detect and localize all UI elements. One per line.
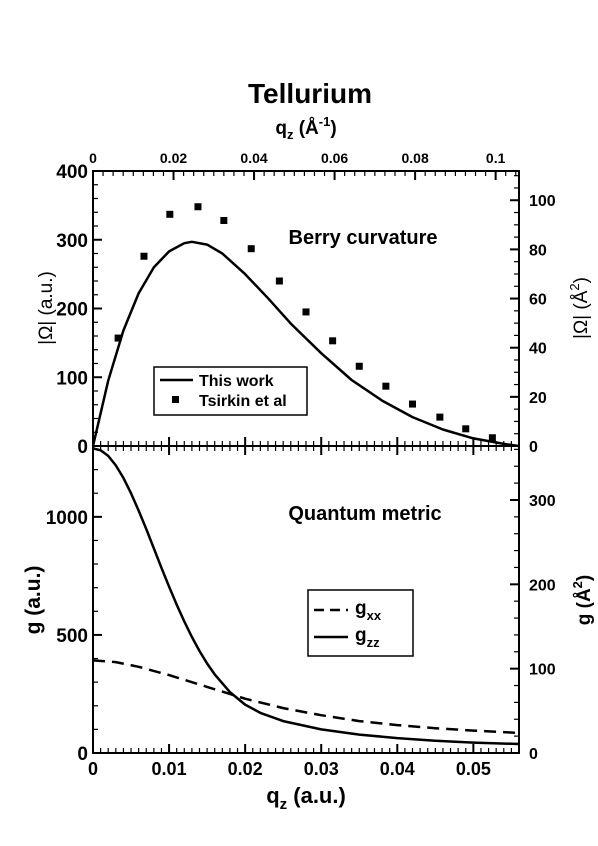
tsirkin-data-point <box>140 252 148 260</box>
top-panel-title: Berry curvature <box>289 227 438 249</box>
top-left-axis-ticks: 0 100 200 300 400 <box>56 162 102 458</box>
tsirkin-data-point <box>462 425 470 433</box>
bottom-left-axis-label: g (a.u.) <box>22 566 45 635</box>
tsirkin-data-point <box>488 434 496 442</box>
bottom-right-tick-label: 0 <box>529 746 538 763</box>
bottom-legend-box <box>307 589 414 657</box>
bottom-right-axis-ticks: 0 100 200 300 <box>510 448 556 763</box>
top-axis-ticks: 0 0.02 0.04 0.06 0.08 0.1 <box>89 150 517 180</box>
top-right-tick-label: 100 <box>529 193 556 210</box>
top-left-tick-label: 400 <box>56 162 88 183</box>
top-left-tick-label: 200 <box>56 300 88 321</box>
top-left-tick-label: 0 <box>77 437 88 458</box>
tsirkin-data-point <box>275 277 283 285</box>
top-axis-tick-label: 0.02 <box>160 150 187 166</box>
top-left-tick-label: 300 <box>56 231 88 252</box>
top-right-tick-label: 40 <box>529 341 547 358</box>
bottom-right-tick-label: 100 <box>529 662 556 679</box>
legend-gzz-label: gzz <box>355 625 380 650</box>
tsirkin-data-point <box>302 308 310 316</box>
legend-tsirkin-label: Tsirkin et al <box>199 393 287 410</box>
bottom-panel-title: Quantum metric <box>288 503 441 525</box>
top-right-axis-label: |Ω| (Å2) <box>567 277 592 339</box>
bottom-x-axis-ticks: 0 0.01 0.02 0.03 0.04 0.05 <box>88 446 520 779</box>
series-gzz-line <box>92 447 520 746</box>
top-right-axis-ticks: 0 20 40 60 80 100 <box>510 175 556 456</box>
top-left-axis-label: |Ω| (a.u.) <box>36 271 57 345</box>
quantum-metric-panel: 0 0.01 0.02 0.03 0.04 0.05 0 500 1000 0 100 200 30… <box>22 445 595 813</box>
bottom-left-axis-ticks: 0 500 1000 <box>46 445 102 765</box>
tsirkin-data-point <box>382 382 390 390</box>
bottom-x-tick-label: 0 <box>88 759 98 779</box>
bottom-x-tick-label: 0.03 <box>304 759 339 779</box>
bottom-left-tick-label: 1000 <box>46 508 88 529</box>
bottom-x-tick-label: 0.02 <box>228 759 263 779</box>
top-axis-label: qz (Å-1) <box>275 114 336 142</box>
tsirkin-data-point <box>436 413 444 421</box>
bottom-panel-frame <box>92 445 520 754</box>
top-axis-tick-label: 0.08 <box>401 150 428 166</box>
berry-curvature-panel: 0 0.02 0.04 0.06 0.08 0.1 0 100 200 300 400 0 20 40… <box>36 114 592 458</box>
tsirkin-data-point <box>194 203 202 211</box>
series-this-work-line <box>91 240 520 448</box>
bottom-left-tick-label: 500 <box>56 626 88 647</box>
tsirkin-data-point <box>114 334 122 342</box>
top-axis-tick-label: 0.04 <box>240 150 267 166</box>
tsirkin-data-point <box>166 210 174 218</box>
tsirkin-data-point <box>220 217 228 224</box>
top-axis-tick-label: 0.06 <box>321 150 348 166</box>
tsirkin-data-point <box>247 245 255 253</box>
bottom-left-tick-label: 0 <box>77 744 88 765</box>
top-axis-tick-label: 0.1 <box>486 150 506 166</box>
bottom-x-axis-label: qz (a.u.) <box>266 783 346 813</box>
top-right-tick-label: 60 <box>529 292 547 309</box>
top-right-tick-label: 0 <box>529 439 538 456</box>
top-legend-box <box>153 366 308 416</box>
bottom-legend: gxx gzz <box>307 589 414 657</box>
legend-this-work-label: This work <box>199 373 274 390</box>
top-right-tick-label: 20 <box>529 390 547 407</box>
bottom-x-tick-label: 0.01 <box>152 759 187 779</box>
top-legend: This work Tsirkin et al <box>153 366 308 416</box>
bottom-x-tick-label: 0.05 <box>456 759 491 779</box>
bottom-right-tick-label: 300 <box>529 493 556 510</box>
top-bottom-axis-ticks <box>92 437 520 446</box>
top-series-layer <box>91 203 520 448</box>
bottom-right-tick-label: 200 <box>529 577 556 594</box>
figure-title: Tellurium <box>248 78 372 109</box>
series-gxx-line <box>92 659 520 735</box>
top-right-tick-label: 80 <box>529 242 547 259</box>
tsirkin-data-point <box>355 362 363 370</box>
bottom-x-tick-label: 0.04 <box>380 759 415 779</box>
legend-gxx-label: gxx <box>355 598 382 623</box>
top-axis-tick-label: 0 <box>89 150 97 166</box>
bottom-right-axis-label: g (Å2) <box>570 575 595 626</box>
tsirkin-data-point <box>329 337 337 345</box>
top-left-tick-label: 100 <box>56 368 88 389</box>
legend-tsirkin-marker <box>172 396 179 403</box>
bottom-series-layer <box>92 447 520 746</box>
tsirkin-data-point <box>409 400 416 408</box>
